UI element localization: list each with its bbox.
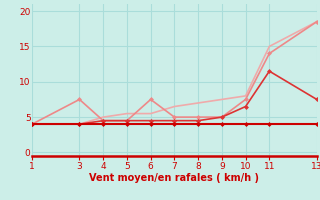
X-axis label: Vent moyen/en rafales ( km/h ): Vent moyen/en rafales ( km/h ) (89, 173, 260, 183)
